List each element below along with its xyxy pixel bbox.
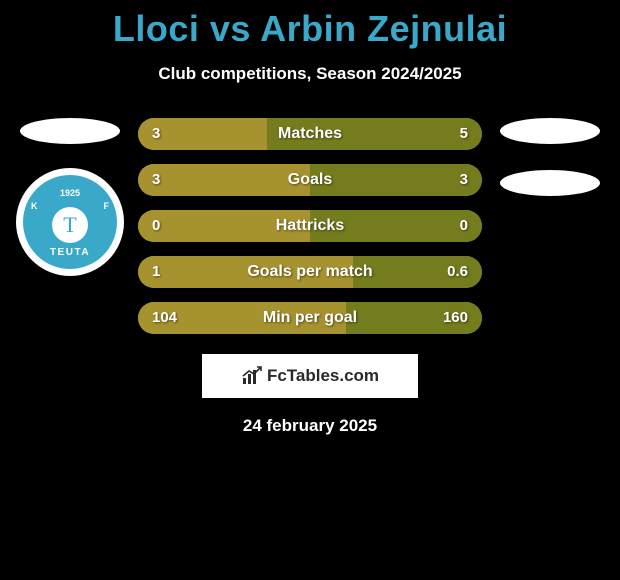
chart-up-icon (241, 366, 263, 386)
stat-bar: 00Hattricks (138, 210, 482, 242)
stat-label: Goals per match (138, 256, 482, 288)
stat-bar: 33Goals (138, 164, 482, 196)
infographic-root: Lloci vs Arbin Zejnulai Club competition… (0, 0, 620, 436)
club-k-label: K (31, 201, 38, 211)
club-name-label: TEUTA (50, 247, 90, 258)
right-club-placeholder-icon (500, 170, 600, 196)
stat-label: Goals (138, 164, 482, 196)
stat-label: Matches (138, 118, 482, 150)
content-row: K F 1925 T TEUTA 35Matches 33Goals 00Hattr… (0, 118, 620, 334)
brand-box: FcTables.com (202, 354, 418, 398)
stat-bar: 10.6Goals per match (138, 256, 482, 288)
stat-label: Hattricks (138, 210, 482, 242)
page-title: Lloci vs Arbin Zejnulai (0, 0, 620, 50)
subtitle: Club competitions, Season 2024/2025 (0, 64, 620, 84)
stats-bars-column: 35Matches 33Goals 00Hattricks 10.6Goals per… (130, 118, 490, 334)
left-player-column: K F 1925 T TEUTA (10, 118, 130, 276)
stat-bar: 104160Min per goal (138, 302, 482, 334)
club-logo-inner: K F 1925 T TEUTA (23, 175, 117, 269)
right-player-placeholder-icon (500, 118, 600, 144)
stat-label: Min per goal (138, 302, 482, 334)
left-club-logo: K F 1925 T TEUTA (16, 168, 124, 276)
club-year-label: 1925 (60, 188, 80, 198)
brand-label: FcTables.com (267, 366, 379, 386)
club-f-label: F (104, 201, 110, 211)
right-player-column (490, 118, 610, 196)
left-player-placeholder-icon (20, 118, 120, 144)
footer-date: 24 february 2025 (0, 416, 620, 436)
club-letter-badge: T (52, 207, 88, 243)
stat-bar: 35Matches (138, 118, 482, 150)
